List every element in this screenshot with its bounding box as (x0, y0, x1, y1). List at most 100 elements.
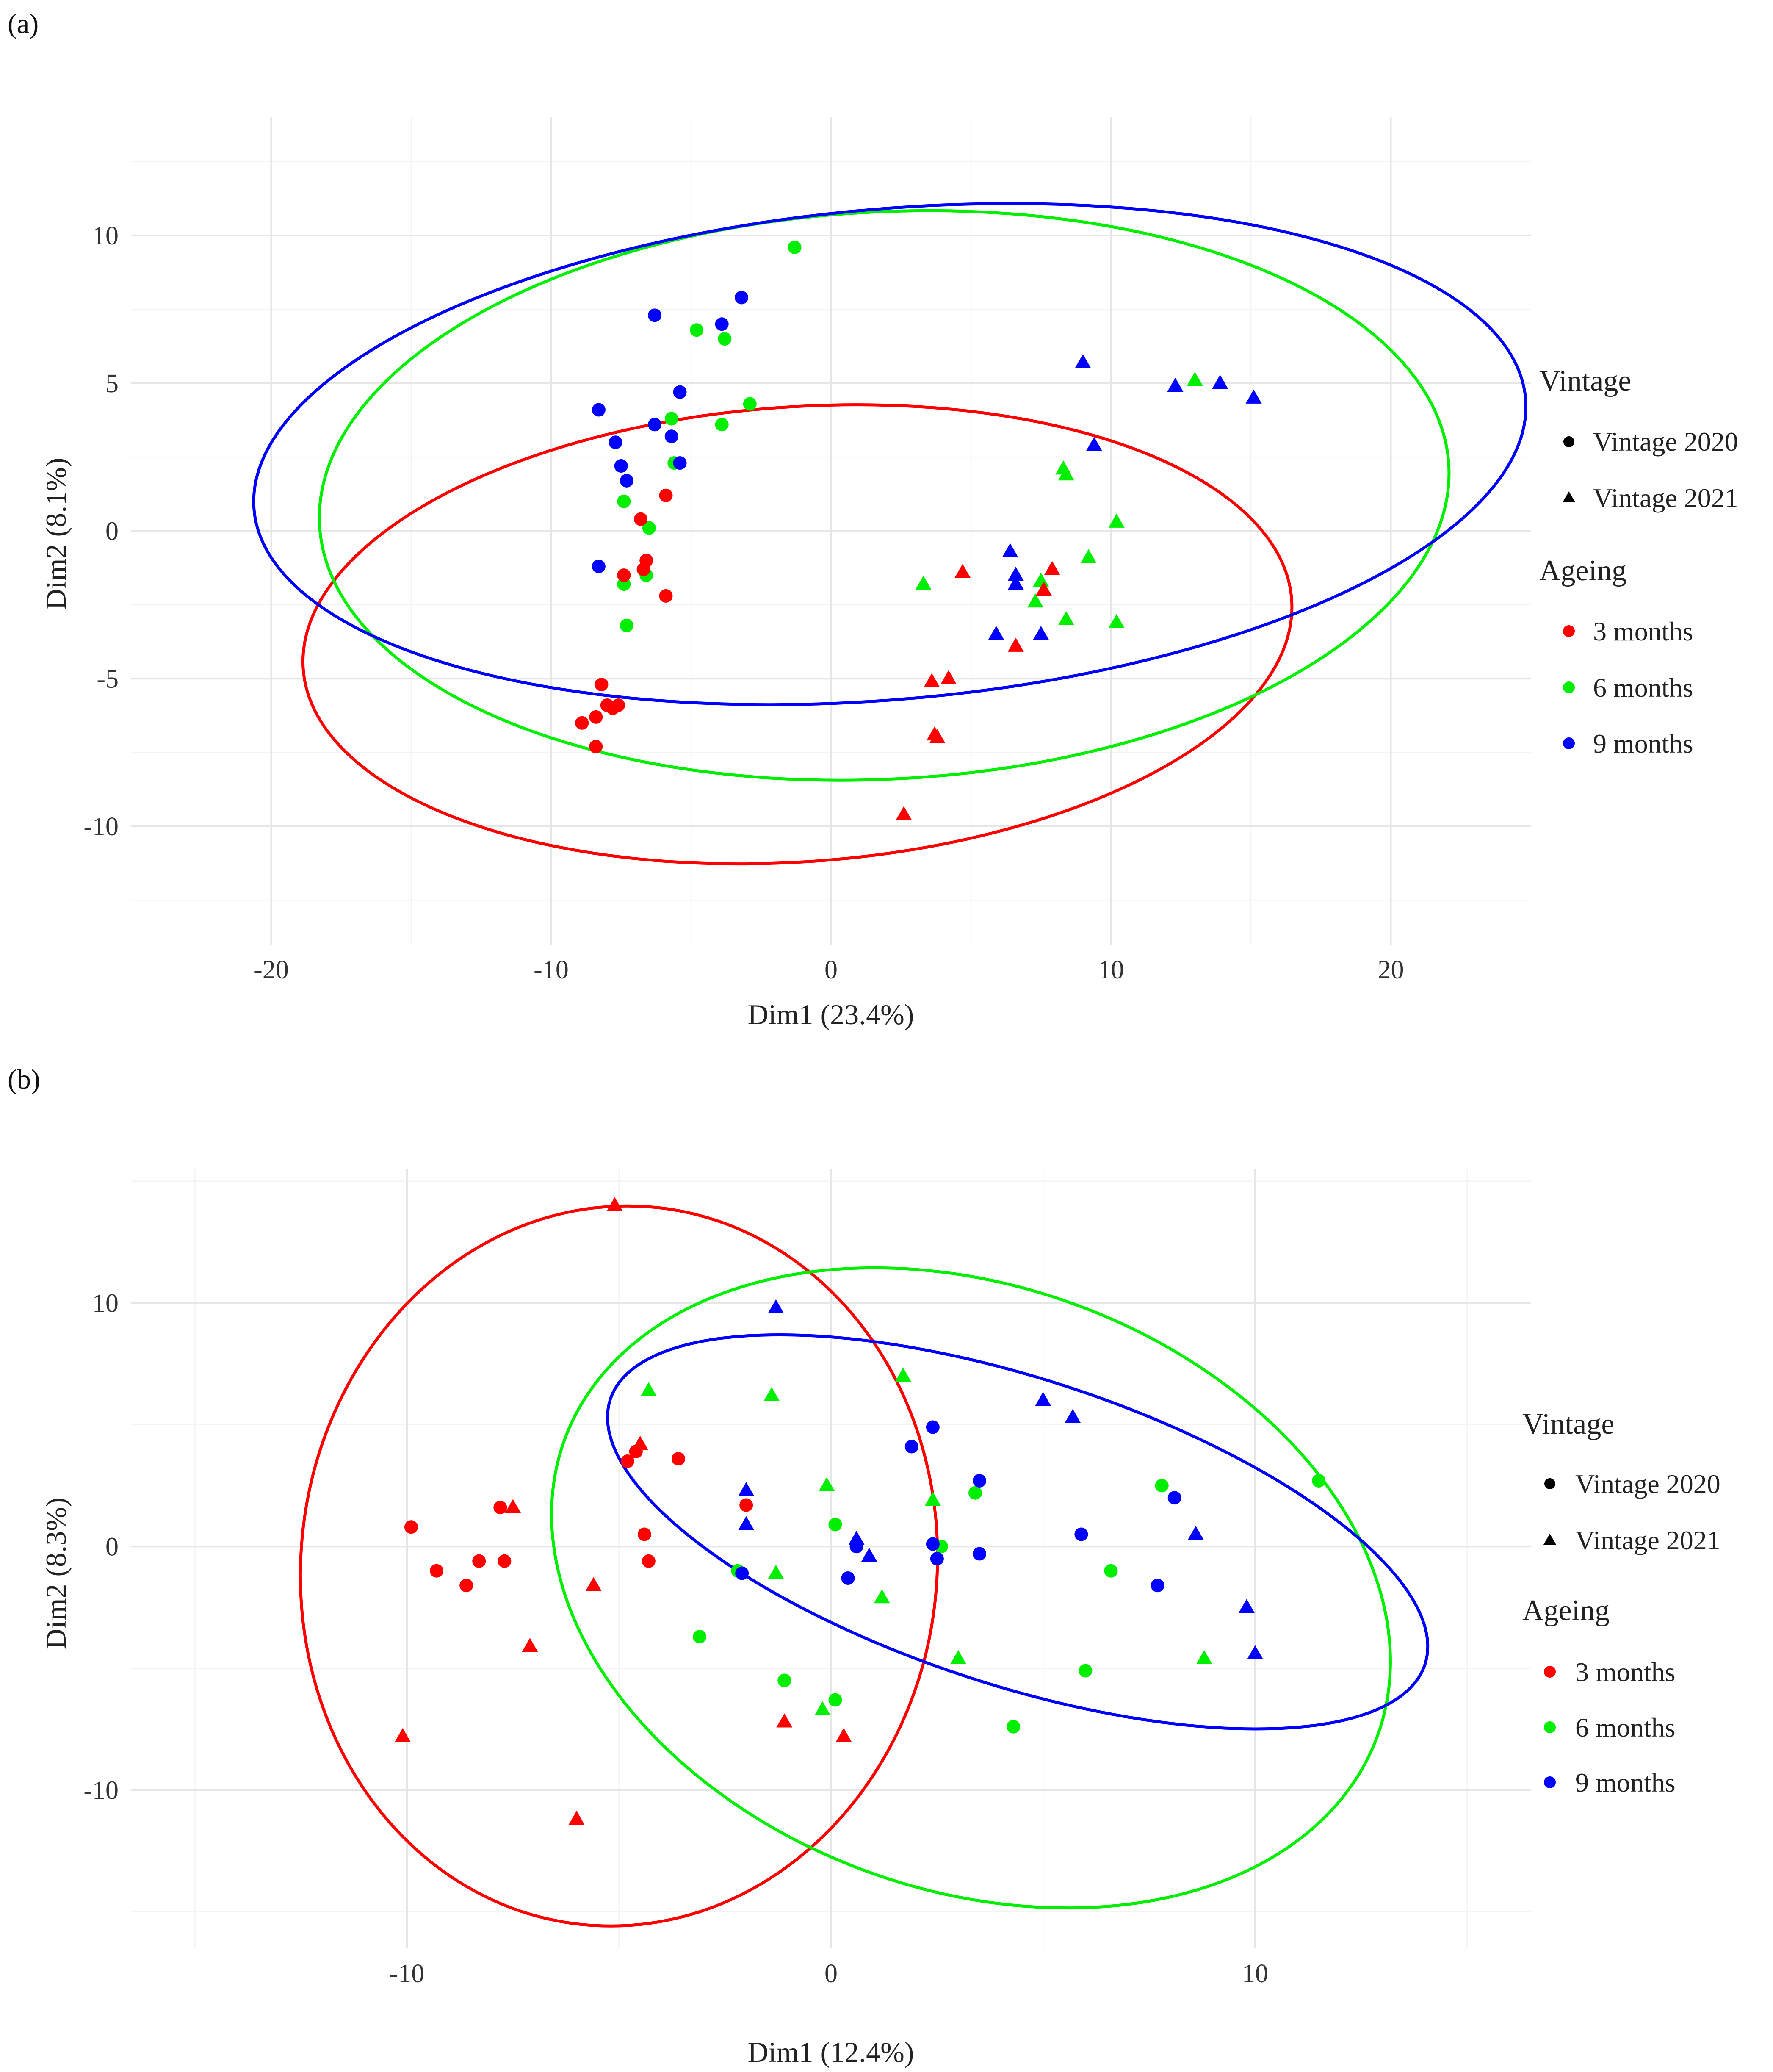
data-point-triangle (814, 1701, 831, 1715)
data-point-circle (693, 1630, 707, 1643)
data-point-triangle (895, 1367, 911, 1382)
data-point-circle (404, 1520, 418, 1534)
data-point-triangle (896, 806, 912, 820)
panel-a-label: (a) (8, 8, 39, 39)
data-point-circle (642, 521, 656, 535)
data-point-circle (498, 1554, 512, 1568)
data-point-triangle (1007, 637, 1024, 652)
data-point-circle (1074, 1527, 1088, 1541)
data-point-triangle (1247, 1645, 1264, 1659)
data-point-triangle (640, 1382, 657, 1396)
data-point-triangle (924, 1492, 941, 1506)
data-point-circle (648, 418, 662, 432)
data-point-circle (777, 1673, 791, 1687)
data-point-triangle (568, 1811, 585, 1825)
data-point-circle (634, 512, 648, 526)
data-point-circle (493, 1501, 507, 1515)
data-point-circle (904, 1440, 918, 1454)
data-point-circle (743, 397, 757, 411)
data-point-circle (715, 317, 729, 331)
data-point-triangle (505, 1499, 521, 1513)
panel-a-x-axis-title: Dim1 (23.4%) (748, 998, 914, 1030)
data-point-triangle (776, 1713, 793, 1728)
y-tick-label: -5 (97, 665, 119, 693)
panel-b-label: (b) (8, 1064, 40, 1095)
panel-b-points (394, 1197, 1326, 1825)
confidence-ellipse-m3 (299, 1204, 939, 1928)
data-point-circle (734, 291, 748, 305)
legend-a-3-months: 3 months (1593, 616, 1693, 646)
data-point-circle (620, 1454, 634, 1468)
data-point-circle (926, 1420, 940, 1434)
data-point-circle (926, 1537, 940, 1551)
legend-b-6m-swatch (1544, 1721, 1556, 1733)
panel-b-ellipses (299, 1204, 1430, 1928)
data-point-triangle (1027, 593, 1044, 608)
legend-a-9-months: 9 months (1593, 729, 1693, 759)
data-point-circle (611, 698, 625, 712)
data-point-triangle (585, 1577, 602, 1591)
data-point-circle (430, 1564, 444, 1578)
data-point-circle (673, 456, 687, 470)
panel-b-y-axis-title: Dim2 (8.3%) (40, 1498, 72, 1650)
legend-b-ageing-title: Ageing (1522, 1594, 1610, 1627)
legend-b-vintage-title: Vintage (1522, 1408, 1614, 1440)
y-tick-label: 0 (105, 517, 119, 546)
panel-b-tick-labels: -10 0 10 -10 0 10 (83, 1289, 1268, 1988)
panel-a-ellipses (252, 202, 1528, 866)
panel-a-points (575, 240, 1262, 820)
data-point-triangle (874, 1589, 890, 1604)
panel-a-legend: Vintage Vintage 2020 Vintage 2021 Ageing… (1539, 365, 1738, 759)
data-point-circle (664, 429, 678, 443)
y-tick-label: 10 (92, 1289, 119, 1318)
data-point-circle (1155, 1479, 1169, 1493)
data-point-circle (459, 1579, 473, 1593)
data-point-circle (828, 1518, 842, 1532)
legend-b-triangle-icon (1543, 1534, 1556, 1545)
x-tick-label: -10 (534, 956, 569, 984)
legend-b-vintage-2020: Vintage 2020 (1575, 1469, 1720, 1499)
legend-b-9m-swatch (1544, 1776, 1556, 1788)
y-tick-label: 10 (92, 222, 119, 250)
data-point-circle (715, 418, 729, 432)
data-point-triangle (1238, 1599, 1255, 1613)
data-point-triangle (1044, 561, 1060, 575)
panel-a: (a) -20 -10 0 10 20 -10 -5 0 5 10 Dim1 (23.4%) Di… (8, 8, 1738, 1030)
data-point-triangle (738, 1516, 755, 1530)
data-point-circle (592, 403, 606, 417)
data-point-circle (595, 678, 609, 692)
data-point-triangle (1187, 371, 1203, 386)
data-point-triangle (1212, 374, 1228, 389)
data-point-triangle (954, 564, 971, 578)
legend-a-triangle-icon (1563, 491, 1575, 502)
legend-a-6m-swatch (1563, 681, 1575, 693)
x-tick-label: 10 (1098, 956, 1124, 984)
confidence-ellipse-m6 (318, 209, 1451, 782)
panel-b-grid (131, 1169, 1531, 1948)
y-tick-label: -10 (83, 812, 119, 841)
data-point-circle (1007, 1720, 1021, 1734)
legend-a-ageing-title: Ageing (1539, 554, 1626, 587)
data-point-triangle (768, 1565, 784, 1579)
legend-b-vintage-2021: Vintage 2021 (1575, 1525, 1720, 1555)
legend-b-3m-swatch (1544, 1666, 1556, 1678)
data-point-circle (614, 459, 628, 473)
data-point-circle (788, 240, 802, 254)
data-point-circle (648, 308, 662, 322)
data-point-circle (841, 1571, 855, 1585)
data-point-triangle (915, 576, 932, 590)
legend-a-3m-swatch (1563, 625, 1575, 637)
legend-b-9-months: 9 months (1575, 1767, 1675, 1798)
data-point-circle (620, 474, 633, 488)
data-point-circle (589, 710, 603, 724)
data-point-triangle (1196, 1650, 1212, 1665)
legend-b-3-months: 3 months (1575, 1657, 1675, 1687)
data-point-triangle (1058, 611, 1074, 626)
data-point-triangle (606, 1197, 623, 1211)
data-point-triangle (1075, 354, 1091, 368)
data-point-circle (659, 488, 673, 502)
data-point-triangle (819, 1477, 835, 1491)
data-point-circle (642, 1554, 656, 1568)
data-point-triangle (835, 1728, 852, 1742)
